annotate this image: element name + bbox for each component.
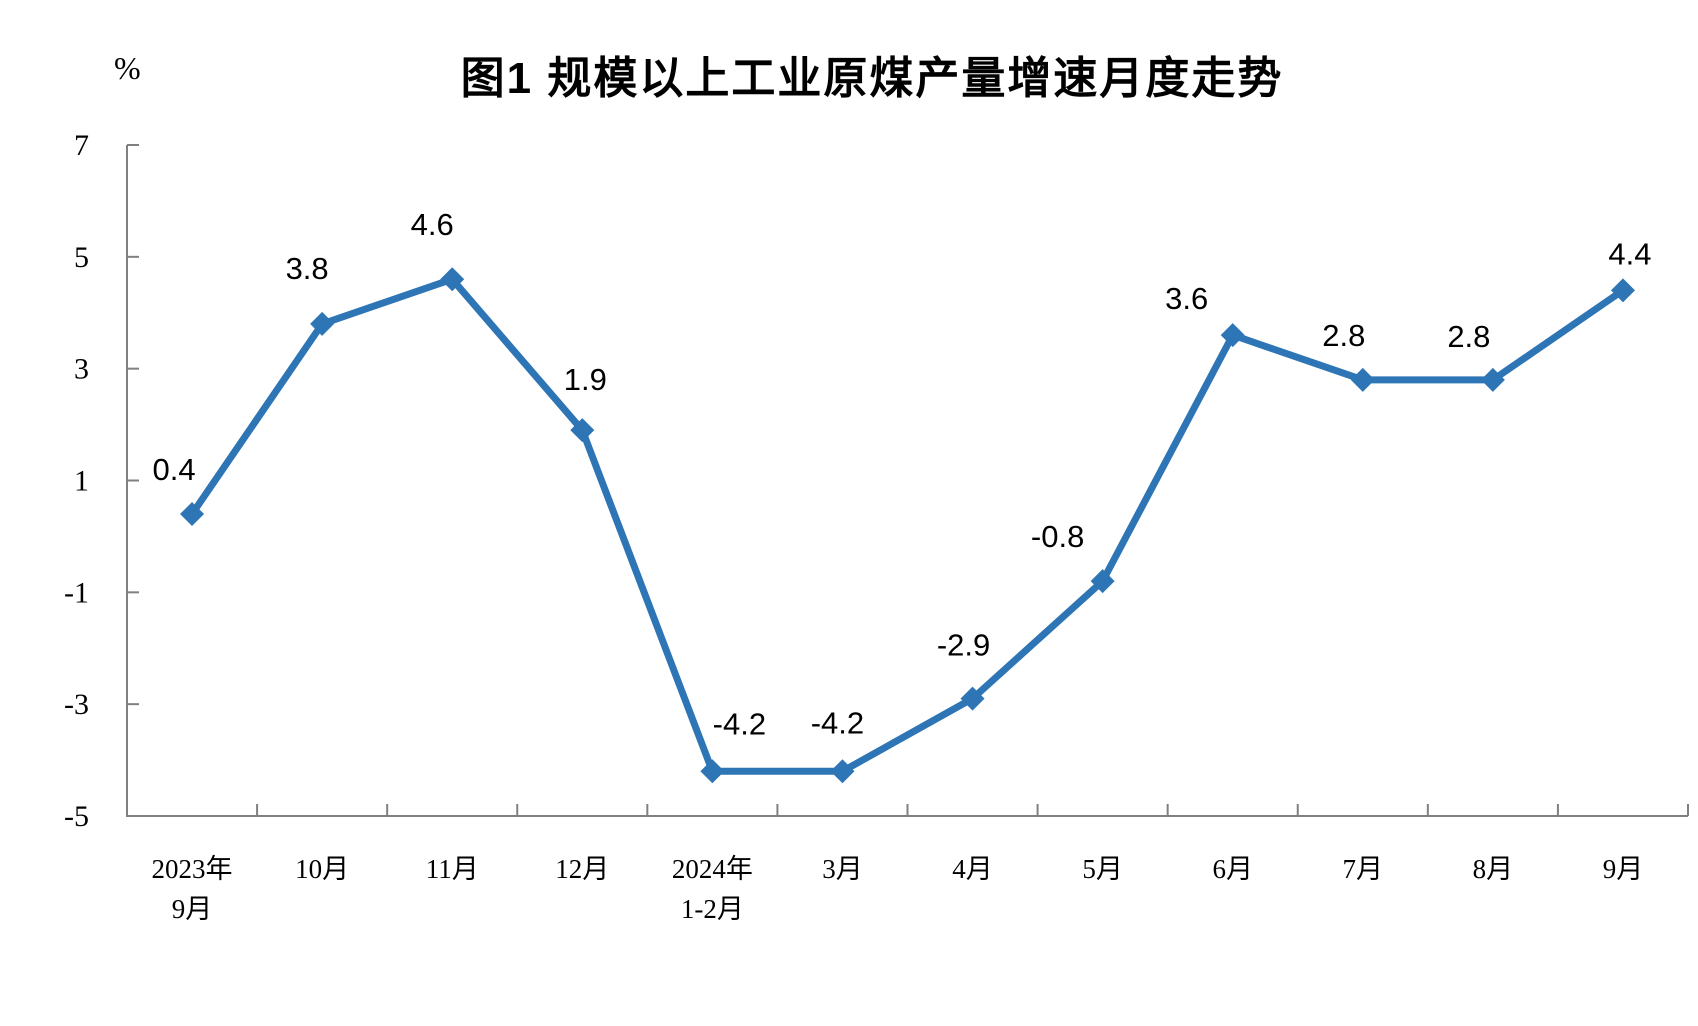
x-axis-tick-label: 2023年 — [152, 854, 233, 884]
data-point-marker — [310, 311, 335, 336]
data-point-label: 3.8 — [286, 251, 329, 286]
x-axis-tick-label: 8月 — [1473, 854, 1514, 884]
x-axis-tick-label: 10月 — [295, 854, 349, 884]
chart-title: 图1 规模以上工业原煤产量增速月度走势 — [460, 54, 1284, 103]
data-point-marker — [1610, 278, 1635, 303]
y-axis-tick-label: 1 — [74, 465, 89, 498]
data-point-label: -0.8 — [1031, 519, 1084, 554]
x-axis-tick-label: 9月 — [172, 894, 213, 924]
y-axis-tick-label: 5 — [74, 241, 89, 274]
data-point-label: -4.2 — [811, 705, 864, 740]
series-line — [188, 275, 1627, 775]
x-axis-tick-label: 11月 — [426, 854, 479, 884]
y-axis-tick-label: -1 — [64, 576, 89, 609]
x-axis-tick-label: 1-2月 — [681, 894, 744, 924]
axis-lines — [126, 145, 1688, 817]
data-point-marker — [1480, 367, 1505, 392]
data-point-label: -4.2 — [713, 706, 766, 741]
data-point-marker — [570, 418, 595, 443]
data-point-label: 4.4 — [1608, 236, 1651, 271]
x-axis-tick-label: 9月 — [1603, 854, 1644, 884]
data-point-label: 2.8 — [1447, 319, 1490, 354]
x-axis-tick-label: 2024年 — [672, 854, 753, 884]
data-point-label: 0.4 — [152, 452, 195, 487]
data-point-marker — [960, 686, 985, 711]
data-point-label: 1.9 — [564, 362, 607, 397]
y-axis-tick-label: -3 — [64, 688, 89, 721]
data-point-label: -2.9 — [937, 628, 990, 663]
data-point-label: 3.6 — [1165, 281, 1208, 316]
data-point-marker — [440, 267, 465, 292]
data-point-label: 4.6 — [411, 207, 454, 242]
data-point-label: 2.8 — [1322, 318, 1365, 353]
x-axis-tick-label: 7月 — [1343, 854, 1384, 884]
data-point-marker — [1220, 323, 1245, 348]
y-axis-unit-label: % — [114, 50, 141, 86]
x-axis-tick-label: 5月 — [1082, 854, 1123, 884]
y-axis-tick-label: 7 — [74, 129, 89, 162]
x-axis-tick-label: 4月 — [952, 854, 993, 884]
data-point-marker — [180, 502, 205, 527]
x-axis-tick-label: 3月 — [822, 854, 863, 884]
y-axis-tick-label: -5 — [64, 800, 89, 833]
data-point-marker — [830, 759, 855, 784]
x-axis-tick-label: 12月 — [555, 854, 609, 884]
y-axis-tick-label: 3 — [74, 353, 89, 386]
data-point-marker — [700, 759, 725, 784]
x-axis-tick-label: 6月 — [1212, 854, 1253, 884]
data-point-marker — [1350, 367, 1375, 392]
data-point-marker — [1090, 569, 1115, 594]
